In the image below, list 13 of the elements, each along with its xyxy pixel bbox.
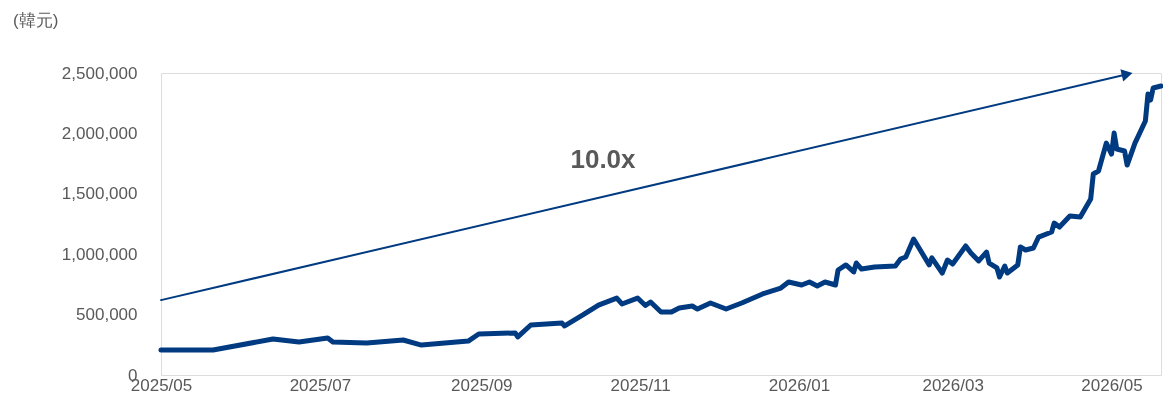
x-tick-label: 2025/09: [451, 375, 513, 395]
annotation: 10.0x: [570, 144, 637, 174]
y-tick-label: 1,500,000: [61, 184, 138, 204]
y-tick-label: 2,500,000: [61, 63, 138, 83]
y-tick-label: 1,000,000: [61, 244, 138, 264]
y-tick-label: 500,000: [76, 305, 138, 325]
x-tick-label: 2026/05: [1081, 375, 1143, 395]
y-axis-title: (韓元): [13, 11, 59, 30]
x-tick-label: 2026/03: [922, 375, 984, 395]
x-tick-label: 2025/11: [610, 375, 671, 395]
x-tick-label: 2026/01: [768, 375, 831, 395]
x-tick-label: 2025/07: [289, 375, 352, 395]
y-tick-label: 2,000,000: [61, 123, 138, 143]
